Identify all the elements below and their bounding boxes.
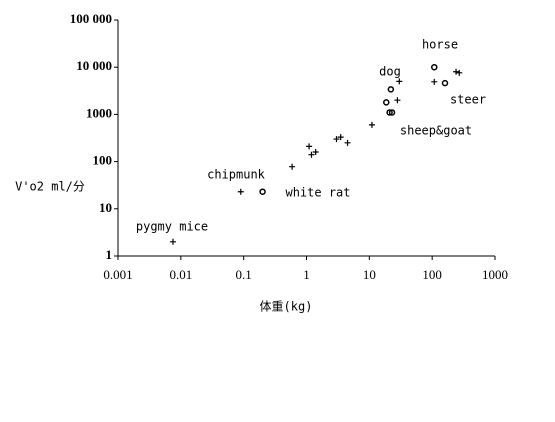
data-point xyxy=(396,78,403,85)
annotation: horse xyxy=(422,38,458,52)
x-tick-label: 100 xyxy=(422,267,442,282)
data-point xyxy=(289,163,296,170)
data-point xyxy=(388,109,396,116)
data-point xyxy=(306,143,313,150)
data-point xyxy=(333,136,340,143)
y-tick-label: 1000 xyxy=(86,105,112,120)
annotation: white rat xyxy=(285,186,350,200)
y-tick-label: 1 xyxy=(106,247,113,262)
data-point xyxy=(394,97,401,104)
annotation: pygmy mice xyxy=(136,220,208,234)
data-point xyxy=(456,69,463,76)
y-tick-label: 100 xyxy=(93,153,113,168)
annotation: sheep&goat xyxy=(400,124,472,138)
data-point xyxy=(169,238,176,245)
x-tick-label: 0.001 xyxy=(103,267,132,282)
data-point xyxy=(431,63,438,71)
data-point xyxy=(368,121,375,128)
data-point xyxy=(441,79,449,87)
data-point xyxy=(383,99,390,106)
data-point xyxy=(344,139,351,146)
annotation: dog xyxy=(379,65,401,79)
annotation: steer xyxy=(450,93,486,107)
data-point xyxy=(259,188,266,195)
data-point xyxy=(453,68,460,75)
y-tick-label: 100 000 xyxy=(70,11,112,26)
x-tick-label: 1 xyxy=(303,267,310,282)
data-point xyxy=(237,188,244,195)
data-point xyxy=(387,86,395,93)
x-tick-label: 0.01 xyxy=(169,267,192,282)
data-point xyxy=(431,78,438,85)
data-point xyxy=(312,148,319,155)
x-axis-label: 体重(kg) xyxy=(260,300,313,314)
y-tick-label: 10 xyxy=(99,200,112,215)
y-tick-label: 10 000 xyxy=(76,58,112,73)
data-point xyxy=(337,134,344,141)
annotation: chipmunk xyxy=(207,168,266,182)
data-point xyxy=(308,151,315,158)
x-tick-label: 10 xyxy=(363,267,376,282)
x-tick-label: 0.1 xyxy=(236,267,252,282)
data-point xyxy=(386,109,393,116)
y-axis-label: V'o2 ml/分 xyxy=(15,180,85,194)
x-tick-label: 1000 xyxy=(482,267,508,282)
